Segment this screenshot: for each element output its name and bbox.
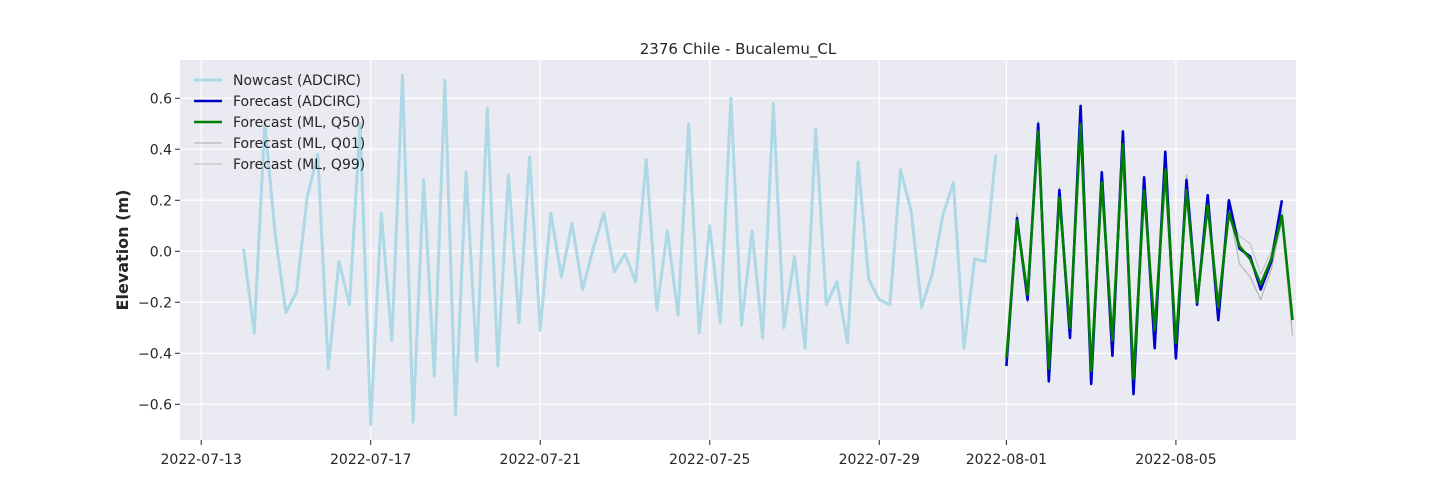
y-tick-label: 0.4 (150, 142, 172, 158)
y-tick-label: 0.0 (150, 244, 172, 260)
x-axis-ticks: 2022-07-13 2022-07-17 2022-07-21 2022-07-25… (161, 440, 1217, 468)
legend-label: Forecast (ADCIRC) (233, 94, 361, 110)
legend-label: Nowcast (ADCIRC) (233, 73, 361, 89)
y-tick-label: −0.4 (138, 346, 172, 362)
x-tick-label: 2022-07-25 (669, 452, 750, 468)
legend: Nowcast (ADCIRC) Forecast (ADCIRC) Forecas… (194, 73, 365, 173)
legend-label: Forecast (ML, Q99) (233, 157, 365, 173)
x-tick-label: 2022-08-05 (1135, 452, 1216, 468)
y-axis-ticks: −0.6 −0.4 −0.2 0.0 0.2 0.4 0.6 (138, 91, 180, 413)
legend-label: Forecast (ML, Q01) (233, 136, 365, 152)
x-tick-label: 2022-08-01 (966, 452, 1047, 468)
x-tick-label: 2022-07-13 (161, 452, 242, 468)
legend-label: Forecast (ML, Q50) (233, 115, 365, 131)
y-tick-label: −0.6 (138, 397, 172, 413)
chart-title: 2376 Chile - Bucalemu_CL (640, 40, 837, 59)
y-tick-label: −0.2 (138, 295, 172, 311)
series-line-1 (242, 73, 998, 427)
y-tick-label: 0.6 (150, 91, 172, 107)
series-line-3 (1005, 122, 1294, 381)
y-tick-label: 0.2 (150, 193, 172, 209)
x-tick-label: 2022-07-29 (839, 452, 920, 468)
x-tick-label: 2022-07-17 (330, 452, 411, 468)
series-layer (242, 73, 1294, 427)
y-axis-label: Elevation (m) (113, 190, 132, 311)
x-tick-label: 2022-07-21 (500, 452, 581, 468)
